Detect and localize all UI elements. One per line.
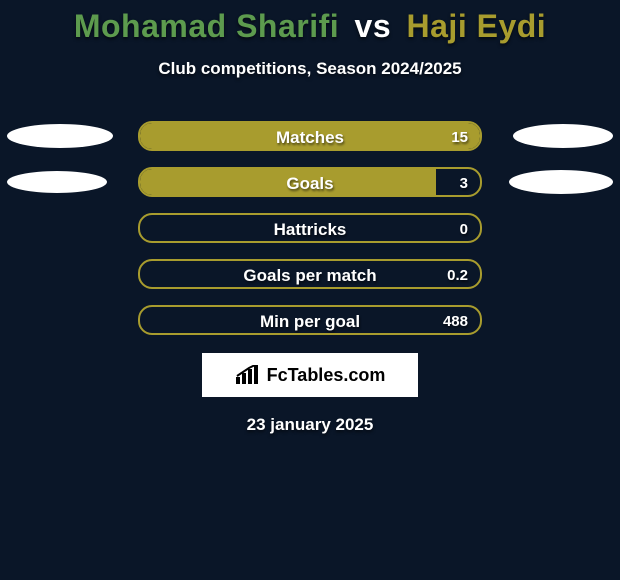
stat-row: Min per goal488 [0, 305, 620, 335]
stat-bar: Goals per match0.2 [138, 259, 482, 289]
stat-bar: Matches15 [138, 121, 482, 151]
stat-value: 0 [460, 215, 468, 243]
stats-chart: Matches15 Goals3 Hattricks0 Goals per match… [0, 121, 620, 335]
stat-row: Goals3 [0, 167, 620, 197]
date-text: 23 january 2025 [0, 415, 620, 435]
source-badge: FcTables.com [202, 353, 418, 397]
left-ellipse [7, 171, 107, 193]
right-ellipse [509, 170, 613, 194]
stat-label: Hattricks [140, 215, 480, 243]
stat-bar-fill [140, 169, 436, 195]
left-ellipse [7, 124, 113, 148]
title-vs: vs [355, 8, 392, 44]
stat-row: Goals per match0.2 [0, 259, 620, 289]
subtitle: Club competitions, Season 2024/2025 [0, 59, 620, 79]
stat-value: 488 [443, 307, 468, 335]
stat-bar: Hattricks0 [138, 213, 482, 243]
stat-value: 3 [460, 169, 468, 197]
title-player1: Mohamad Sharifi [74, 8, 339, 44]
chart-icon [235, 365, 261, 385]
stat-bar-fill [140, 123, 480, 149]
stat-bar: Min per goal488 [138, 305, 482, 335]
page-title: Mohamad Sharifi vs Haji Eydi [0, 0, 620, 45]
title-player2: Haji Eydi [407, 8, 547, 44]
stat-value: 0.2 [447, 261, 468, 289]
stat-row: Hattricks0 [0, 213, 620, 243]
badge-text: FcTables.com [267, 365, 386, 386]
stat-row: Matches15 [0, 121, 620, 151]
stat-label: Min per goal [140, 307, 480, 335]
stat-bar: Goals3 [138, 167, 482, 197]
stat-label: Goals per match [140, 261, 480, 289]
right-ellipse [513, 124, 613, 148]
